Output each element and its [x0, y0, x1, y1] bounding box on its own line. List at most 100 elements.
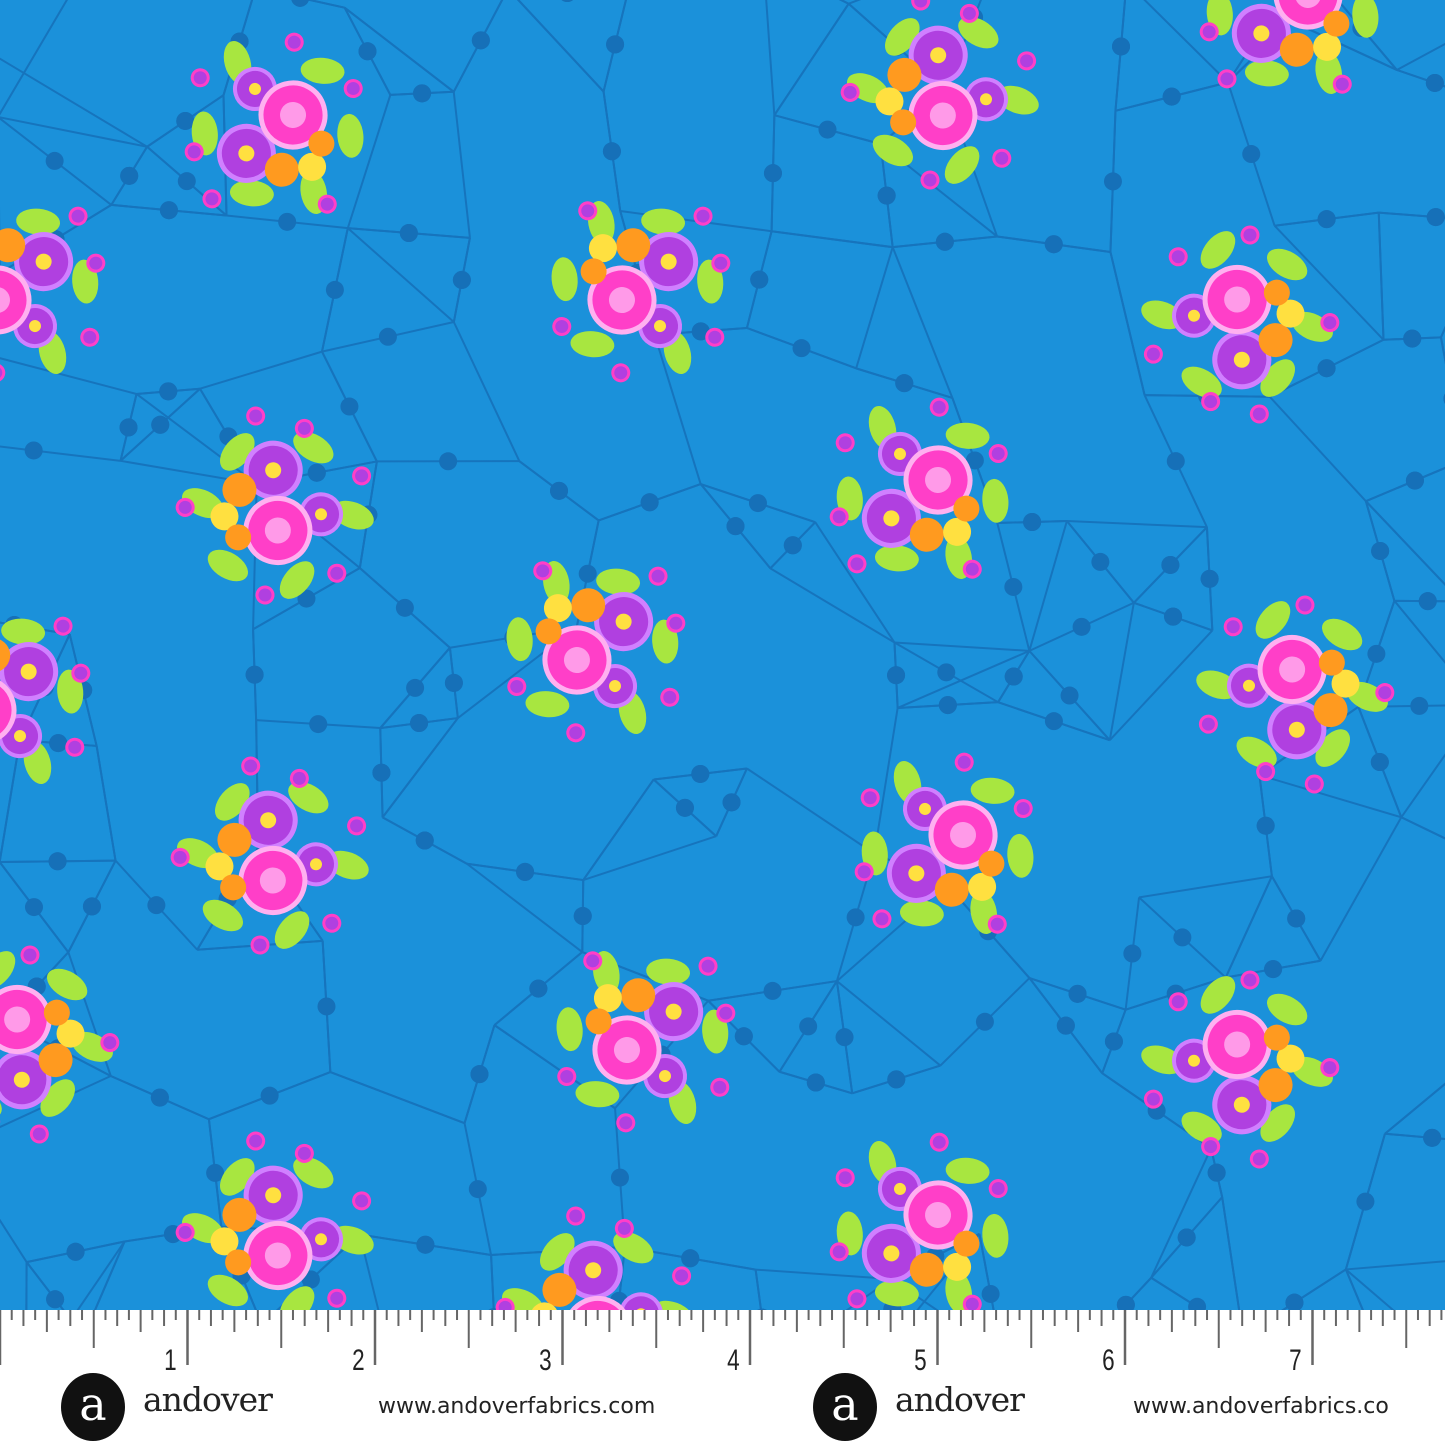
flower-bud [533, 561, 553, 581]
flower-center [918, 802, 931, 815]
orange-flower [978, 850, 1005, 877]
flower-bud [962, 559, 982, 579]
flower-bud [68, 206, 88, 226]
flower-bud [648, 566, 668, 586]
web-dot [317, 997, 336, 1016]
flower-bud [352, 1191, 372, 1211]
web-line [346, 94, 392, 229]
flower-center [1233, 351, 1250, 368]
orange-flower [222, 472, 257, 507]
web-dot [1173, 928, 1192, 947]
web-dot [410, 714, 429, 733]
rose-center [264, 1242, 291, 1269]
web-line [1143, 0, 1229, 84]
web-line [1400, 816, 1445, 840]
web-dot [1370, 753, 1389, 772]
orange-flower [1323, 10, 1350, 37]
web-dot [726, 517, 745, 536]
flower-center [665, 1003, 682, 1020]
flower-center [248, 82, 261, 95]
orange-flower [535, 618, 562, 645]
web-dot [606, 35, 625, 54]
flower-bouquet [175, 1131, 374, 1330]
web-dot [471, 31, 490, 50]
web-dot [1317, 210, 1336, 229]
flower-bud [53, 616, 73, 636]
flower-bud [246, 406, 266, 426]
flower-bud [86, 253, 106, 273]
web-line [773, 3, 850, 116]
web-dot [937, 663, 956, 682]
leaf [874, 1280, 919, 1307]
flower-bud [992, 148, 1012, 168]
flower-bud [693, 206, 713, 226]
flower-bud [294, 418, 314, 438]
web-line [836, 883, 948, 982]
web-dot [1285, 1293, 1304, 1312]
web-dot [468, 1180, 487, 1199]
flower-bouquet [1196, 595, 1395, 794]
ruler: 1 2 3 4 5 6 7 a andover www.andoverfabri… [0, 1310, 1445, 1445]
flower-bud [911, 0, 931, 11]
leaf [525, 691, 570, 718]
leaf [958, 16, 999, 49]
web-line [0, 1218, 28, 1263]
leaf [899, 900, 944, 927]
ruler-label-6: 6 [1102, 1344, 1115, 1377]
flower-bud [611, 363, 631, 383]
web-dot [439, 452, 458, 471]
flower-center [1242, 679, 1255, 692]
flower-bud [1249, 404, 1269, 424]
web-dot [748, 494, 767, 513]
flower-bud [317, 194, 337, 214]
web-dot [297, 589, 316, 608]
web-line [1377, 212, 1385, 340]
leaf [944, 146, 980, 184]
web-dot [1056, 1016, 1075, 1035]
flower-bud [829, 1242, 849, 1262]
leaf [1244, 60, 1289, 87]
flower-bud [860, 788, 880, 808]
leaf [506, 617, 533, 662]
web-dot [340, 397, 359, 416]
web-line [1150, 1147, 1212, 1279]
flower-bouquet [829, 397, 1009, 580]
web-dot [691, 764, 710, 783]
web-dot [245, 665, 264, 684]
yellow-flower [968, 872, 997, 901]
web-line [1224, 875, 1273, 978]
yellow-flower [593, 984, 622, 1013]
web-dot [309, 715, 328, 734]
web-dot [1023, 512, 1042, 531]
orange-flower [585, 1008, 612, 1035]
web-line [199, 350, 323, 390]
web-line [838, 0, 850, 5]
flower-center [238, 145, 255, 162]
rose-center [1279, 656, 1306, 683]
web-dot [1207, 1163, 1226, 1182]
leaf [1255, 601, 1291, 639]
web-line [894, 641, 1030, 652]
flower-bud [347, 816, 367, 836]
orange-flower [542, 1272, 577, 1307]
web-dot [722, 793, 741, 812]
rose-center [925, 466, 952, 493]
flower-bud [1256, 762, 1276, 782]
flower-bud [80, 327, 100, 347]
rose-flower [0, 265, 32, 335]
leaf [1352, 0, 1379, 38]
flower-center [654, 320, 667, 333]
web-line [1326, 0, 1445, 2]
leaf [982, 1213, 1009, 1258]
web-dot [177, 172, 196, 191]
flower-center [13, 1071, 30, 1088]
flower-bud [289, 768, 309, 788]
flower-bud [184, 142, 204, 162]
web-line [0, 357, 137, 395]
web-line [0, 0, 91, 23]
flower-bouquet [854, 752, 1034, 935]
leaf [1236, 736, 1277, 769]
leaf [596, 568, 641, 595]
flower-bud [1223, 617, 1243, 637]
web-dot [675, 798, 694, 817]
